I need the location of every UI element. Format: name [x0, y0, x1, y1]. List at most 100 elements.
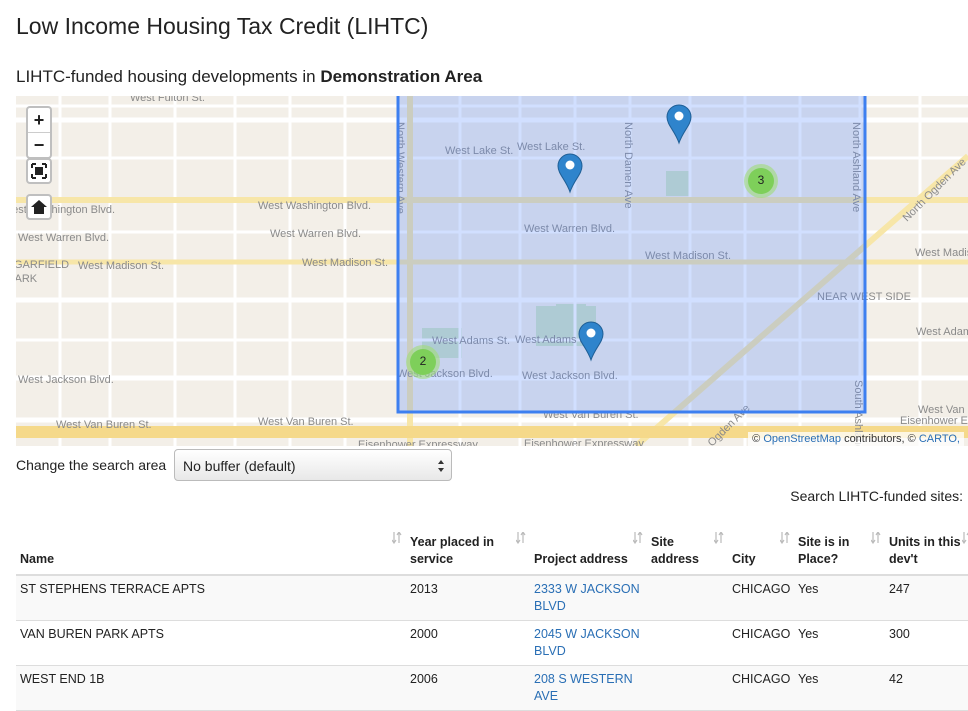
- table-cell: 2333 W JACKSON BLVD: [530, 575, 647, 621]
- page-title: Low Income Housing Tax Credit (LIHTC): [16, 13, 429, 39]
- column-header[interactable]: Units in this dev't: [885, 520, 968, 576]
- sort-icon: [780, 532, 790, 544]
- column-header[interactable]: Site is in Place?: [794, 520, 885, 576]
- search-label: Search LIHTC-funded sites:: [790, 488, 963, 504]
- attribution: © OpenStreetMap contributors, © CARTO,: [748, 432, 964, 446]
- street-label: West Jackson Blvd.: [18, 374, 114, 386]
- street-label: West Warren Blvd.: [270, 228, 361, 240]
- site-marker: [557, 153, 583, 194]
- street-label: West Warren Blvd.: [18, 232, 109, 244]
- street-label: West Madison St.: [78, 260, 164, 272]
- area-name: Demonstration Area: [320, 67, 483, 86]
- zoom-in[interactable]: +: [28, 108, 50, 133]
- table-cell: 247: [885, 575, 968, 621]
- column-header[interactable]: Project address: [530, 520, 647, 576]
- street-label: West Warren Blvd.: [524, 223, 615, 235]
- street-label: West Lake St.: [445, 145, 513, 157]
- park: [666, 171, 691, 196]
- table-cell: [647, 665, 728, 711]
- street-label: Eisenhower Expressway: [524, 438, 644, 446]
- zoom-out[interactable]: −: [33, 135, 45, 155]
- table-cell: Yes: [794, 620, 885, 666]
- header-row: Name Year placed in service Project addres…: [16, 520, 968, 576]
- attr-text: ©: [752, 433, 761, 445]
- street-label: West Madison St.: [302, 257, 388, 269]
- site-marker: [578, 321, 604, 362]
- address-link[interactable]: 2333 W JACKSON BLVD: [534, 582, 640, 613]
- expressway: [16, 426, 968, 438]
- street-label: West Van Buren St.: [258, 416, 354, 428]
- sort-icon: [714, 532, 724, 544]
- table-cell: WEST END 1B: [16, 665, 406, 711]
- home-button[interactable]: [26, 194, 52, 220]
- subtitle-prefix: LIHTC-funded housing developments in: [16, 67, 316, 86]
- table-cell: 2013: [406, 575, 530, 621]
- street-label: West Van Buren St.: [918, 404, 968, 416]
- search-area: [396, 96, 867, 414]
- street-label: PARK: [16, 273, 38, 285]
- street-label: North Damen Ave: [622, 122, 634, 209]
- cluster[interactable]: [410, 349, 436, 375]
- street-label: GARFIELD: [16, 259, 69, 271]
- search-area-label: Change the search area: [16, 457, 167, 473]
- sort-icon: [962, 532, 968, 544]
- cluster-count: 2: [420, 354, 427, 368]
- selected-option: No buffer (default): [183, 458, 296, 474]
- street-label: West Fulton St.: [130, 96, 205, 104]
- table-cell: VAN BUREN PARK APTS: [16, 620, 406, 666]
- cluster-count: 3: [758, 173, 765, 187]
- table-cell: ST STEPHENS TERRACE APTS: [16, 575, 406, 621]
- table-cell: 208 S WESTERN AVE: [530, 665, 647, 711]
- street-label: West Adams St.: [515, 334, 593, 346]
- fullscreen-button[interactable]: [26, 158, 52, 184]
- marker-dot: [565, 160, 575, 170]
- table-cell: CHICAGO: [728, 575, 794, 621]
- table-row: ST STEPHENS TERRACE APTS 2013 2333 W JACKS…: [16, 575, 968, 621]
- street-label: North Ogden Ave: [901, 156, 968, 224]
- attr-text: contributors, ©: [844, 433, 916, 445]
- sort-icon: [633, 532, 643, 544]
- column-header[interactable]: Site address: [647, 520, 728, 576]
- table-cell: 42: [885, 665, 968, 711]
- street-label: West Lake St.: [517, 141, 585, 153]
- table-cell: 2006: [406, 665, 530, 711]
- column-header[interactable]: City: [728, 520, 794, 576]
- street-label: West Madison St.: [645, 250, 731, 262]
- column-header[interactable]: Name: [16, 520, 406, 576]
- table-cell: 2045 W JACKSON BLVD: [530, 620, 647, 666]
- street-label: West Van Buren St.: [56, 419, 152, 431]
- table-cell: 300: [885, 620, 968, 666]
- column-header[interactable]: Year placed in service: [406, 520, 530, 576]
- table-row: VAN BUREN PARK APTS 2000 2045 W JACKSON BL…: [16, 620, 968, 666]
- osm-link[interactable]: OpenStreetMap: [763, 433, 841, 445]
- map[interactable]: West Fulton St.St.West Washington Blvd.W…: [16, 96, 968, 446]
- street-label: West Jackson Blvd.: [522, 370, 618, 382]
- sort-icon: [516, 532, 526, 544]
- address-link[interactable]: 2045 W JACKSON BLVD: [534, 626, 640, 658]
- street-label: Eisenhower Expressway: [358, 439, 478, 446]
- address-link[interactable]: 208 S WESTERN AVE: [534, 671, 633, 703]
- subtitle: LIHTC-funded housing developments in Dem…: [16, 67, 482, 87]
- zoom-control: + −: [26, 106, 52, 159]
- table-cell: [647, 575, 728, 621]
- search-area-select[interactable]: No buffer (default): [174, 449, 452, 481]
- table-cell: Yes: [794, 665, 885, 711]
- table-row: WEST END 1B 2006 208 S WESTERN AVE CHICAGO Y…: [16, 665, 968, 711]
- site-marker: [666, 104, 692, 145]
- table-body: ST STEPHENS TERRACE APTS 2013 2333 W JACKS…: [16, 575, 968, 711]
- sites-table: Name Year placed in service Project addres…: [16, 520, 968, 711]
- street-label: West Adams St.: [432, 335, 510, 347]
- map-canvas: West Fulton St.St.West Washington Blvd.W…: [16, 96, 968, 446]
- sort-icon: [392, 532, 402, 544]
- street-label: Eisenhower Expressway: [900, 415, 968, 427]
- marker-dot: [586, 328, 596, 338]
- marker-dot: [674, 111, 684, 121]
- carto-link[interactable]: CARTO,: [918, 433, 960, 445]
- cluster[interactable]: [748, 168, 774, 194]
- table-cell: [647, 620, 728, 666]
- avenue: [634, 153, 968, 446]
- table-cell: CHICAGO: [728, 620, 794, 666]
- street-label: West Madison St.: [915, 247, 968, 259]
- street-label: West Washington Blvd.: [258, 200, 371, 212]
